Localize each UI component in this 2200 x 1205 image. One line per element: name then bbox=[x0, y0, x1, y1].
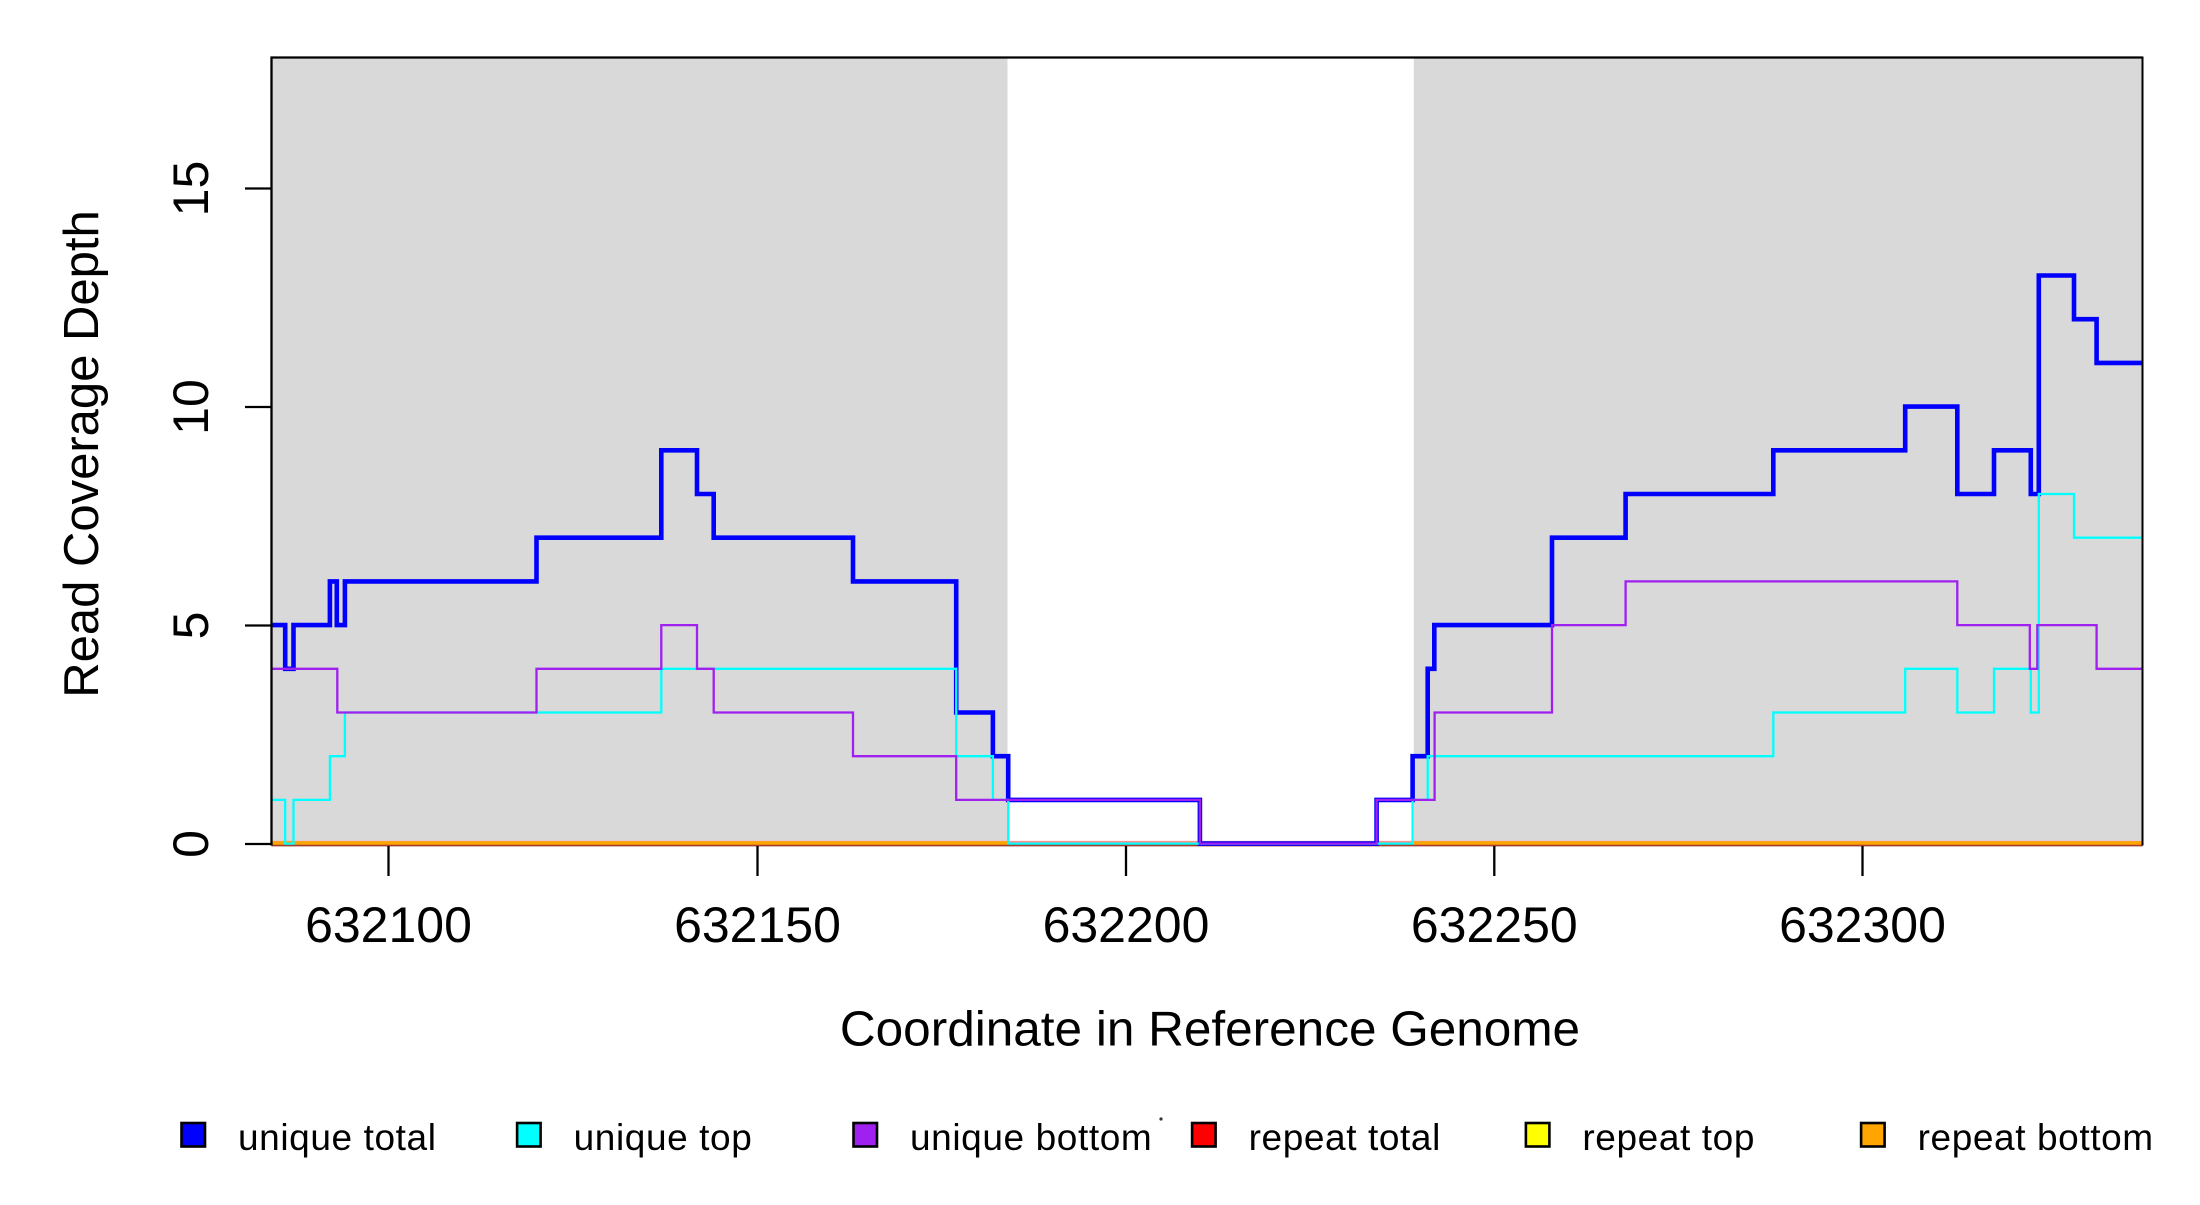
svg-text:repeat top: repeat top bbox=[1582, 1117, 1755, 1158]
svg-text:unique bottom: unique bottom bbox=[910, 1117, 1152, 1158]
svg-text:0: 0 bbox=[163, 830, 219, 858]
svg-text:15: 15 bbox=[163, 161, 219, 217]
svg-text:632200: 632200 bbox=[1043, 897, 1210, 953]
svg-text:unique top: unique top bbox=[574, 1117, 753, 1158]
svg-text:unique total: unique total bbox=[238, 1117, 437, 1158]
svg-text:632250: 632250 bbox=[1411, 897, 1578, 953]
svg-text:632300: 632300 bbox=[1779, 897, 1946, 953]
svg-text:5: 5 bbox=[163, 612, 219, 640]
svg-text:repeat bottom: repeat bottom bbox=[1918, 1117, 2154, 1158]
svg-text:Read Coverage Depth: Read Coverage Depth bbox=[55, 210, 109, 698]
svg-text:632150: 632150 bbox=[674, 897, 841, 953]
svg-text:repeat total: repeat total bbox=[1249, 1117, 1441, 1158]
svg-text:Coordinate in Reference Genome: Coordinate in Reference Genome bbox=[840, 1002, 1580, 1057]
svg-text:10: 10 bbox=[163, 379, 219, 435]
svg-text:632100: 632100 bbox=[305, 897, 472, 953]
